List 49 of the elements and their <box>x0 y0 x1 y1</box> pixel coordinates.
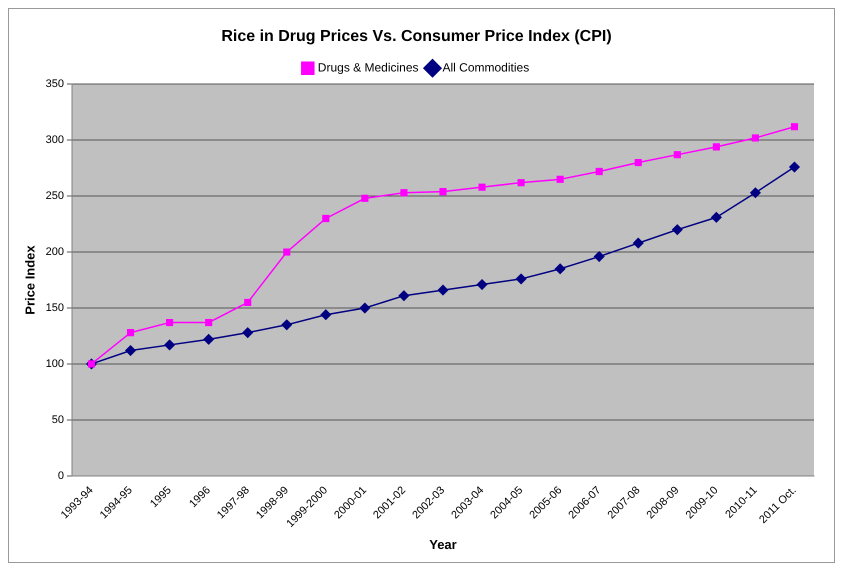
chart-title: Rice in Drug Prices Vs. Consumer Price Index (CPI) <box>221 28 612 46</box>
y-tick-label: 350 <box>46 78 64 90</box>
y-tick-label: 50 <box>52 414 64 426</box>
point <box>752 134 759 142</box>
point <box>476 279 488 290</box>
point <box>516 274 526 284</box>
point <box>398 290 410 301</box>
y-tick-label: 250 <box>46 190 64 202</box>
point <box>789 162 800 172</box>
x-axis-title: Year <box>429 536 457 552</box>
point <box>633 238 644 248</box>
point <box>360 302 370 314</box>
point <box>478 184 486 191</box>
point <box>205 318 212 326</box>
legend-label: All Commodities <box>442 60 530 75</box>
point <box>556 176 564 183</box>
point <box>125 345 136 356</box>
point <box>126 329 134 336</box>
point <box>283 248 290 256</box>
y-tick-label: 150 <box>46 302 64 314</box>
legend-label: Drugs & Medicines <box>318 60 419 75</box>
y-tick-label: 0 <box>58 470 64 482</box>
point <box>438 284 448 296</box>
point <box>244 298 252 306</box>
point <box>674 151 681 158</box>
point <box>166 318 174 326</box>
point <box>750 188 761 198</box>
point <box>242 327 253 338</box>
point <box>554 264 566 274</box>
point <box>634 158 642 166</box>
point <box>672 224 683 235</box>
point <box>712 143 720 150</box>
point <box>203 334 214 345</box>
point <box>439 188 447 196</box>
point <box>711 212 722 223</box>
y-axis-title: Price Index <box>22 244 38 315</box>
y-tick-label: 300 <box>46 134 64 146</box>
point <box>164 340 175 350</box>
point <box>594 251 604 262</box>
point <box>518 179 525 186</box>
point <box>320 309 332 320</box>
y-tick-label: 100 <box>46 358 64 370</box>
y-tick-label: 200 <box>46 246 64 258</box>
point <box>282 320 292 330</box>
point <box>596 168 603 176</box>
point <box>790 123 798 130</box>
point <box>361 194 368 202</box>
point <box>322 214 330 222</box>
point <box>400 189 408 196</box>
